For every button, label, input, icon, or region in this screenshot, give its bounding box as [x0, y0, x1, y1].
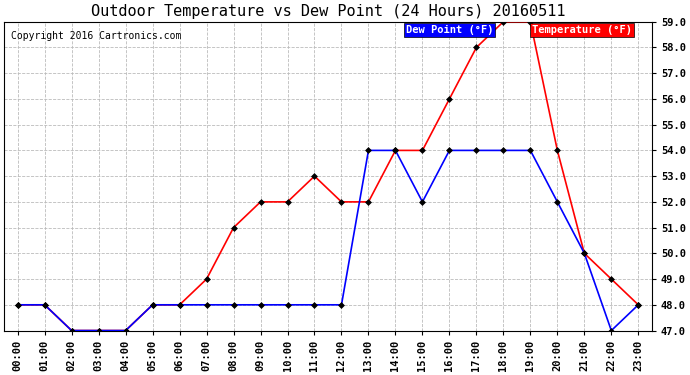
Text: Copyright 2016 Cartronics.com: Copyright 2016 Cartronics.com — [10, 31, 181, 41]
Text: Dew Point (°F): Dew Point (°F) — [406, 25, 493, 35]
Text: Temperature (°F): Temperature (°F) — [532, 25, 632, 35]
Title: Outdoor Temperature vs Dew Point (24 Hours) 20160511: Outdoor Temperature vs Dew Point (24 Hou… — [91, 4, 565, 19]
